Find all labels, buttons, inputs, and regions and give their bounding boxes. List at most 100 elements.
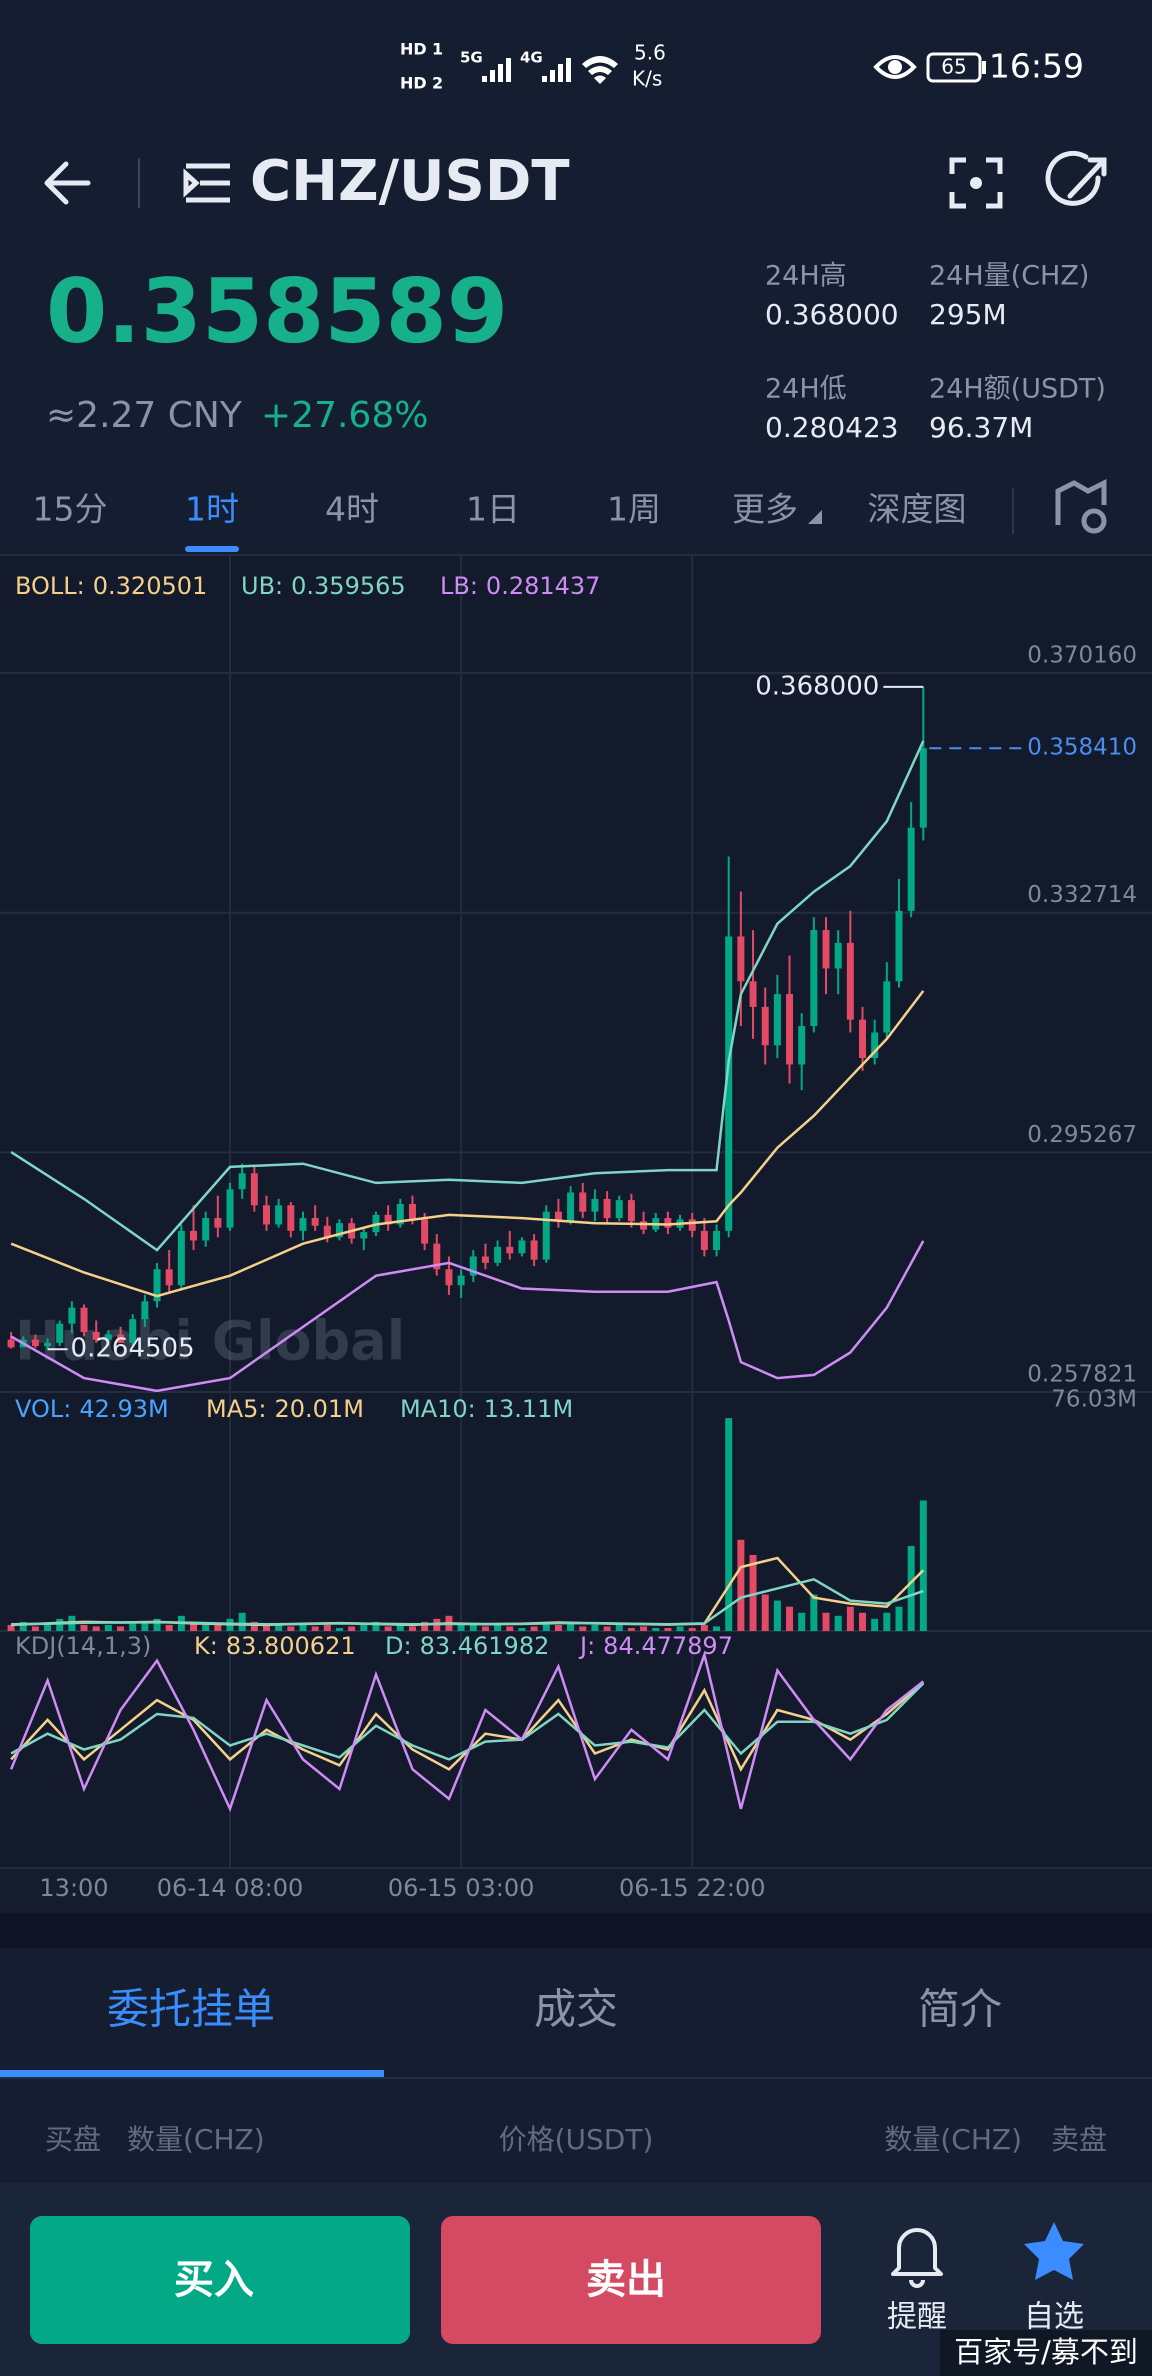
volume-bar [700, 1624, 708, 1631]
candle-body [603, 1198, 611, 1219]
interval-tab[interactable]: 深度图 [868, 490, 967, 529]
stat-value: 295M [929, 298, 1007, 331]
volume-bar [786, 1606, 794, 1631]
legend-value: 20.01M [274, 1395, 363, 1423]
last-price: 0.358589 [46, 260, 508, 363]
volume-bar [554, 1624, 562, 1631]
candle-body [542, 1211, 550, 1260]
legend-name: K: [194, 1632, 218, 1660]
candle-body [481, 1256, 489, 1263]
interval-tabs: 15分 1时 4时 1日 1周 更多 深度图 [33, 490, 967, 552]
bottom-tab[interactable]: 委托挂单 [107, 1985, 275, 2034]
candle-body [214, 1218, 222, 1228]
candle-body [129, 1319, 137, 1343]
battery-tip [982, 61, 986, 74]
axis-strip [0, 1868, 1152, 1913]
volume-bar [190, 1621, 198, 1631]
volume-bar [627, 1627, 635, 1631]
volume-bar [299, 1624, 307, 1631]
candle-body [591, 1198, 599, 1212]
interval-tab[interactable]: 1周 [607, 490, 661, 529]
sell-label: 卖出 [586, 2257, 666, 2303]
candle-body [871, 1032, 879, 1059]
bottom-tab[interactable]: 简介 [918, 1985, 1002, 2034]
legend-name: UB: [241, 572, 283, 600]
legend-name: KDJ(14,1,3) [15, 1632, 151, 1660]
indicator-line [10, 1682, 925, 1761]
x-tick-label: 06-15 22:00 [619, 1874, 766, 1902]
legend-name: J: [578, 1632, 595, 1660]
legend-value: 83.800621 [226, 1632, 356, 1660]
candle-body [384, 1214, 392, 1225]
high-marker-label: 0.368000 [755, 671, 879, 701]
buy-label: 买入 [174, 2257, 254, 2303]
favorite-button[interactable]: 自选 [1024, 2222, 1084, 2335]
status-bar: HD 1 HD 2 5G 4G 5.6 K/s 65 16:59 [400, 40, 1084, 93]
volume-bar [481, 1626, 489, 1631]
volume-bar [834, 1615, 842, 1631]
alert-button[interactable]: 提醒 [887, 2228, 947, 2335]
volume-bar [895, 1606, 903, 1631]
volume-bar [80, 1624, 88, 1631]
interval-tab[interactable]: 15分 [33, 490, 108, 529]
chart-settings-button[interactable] [1055, 478, 1107, 534]
y-tick-label: 0.332714 [1027, 882, 1137, 908]
candle-body [737, 936, 745, 982]
interval-tab[interactable]: 1日 [466, 490, 520, 529]
legend-value: 42.93M [79, 1395, 168, 1423]
stat-label: 24H低 [765, 374, 847, 405]
y-tick-label: 0.257821 [1027, 1362, 1137, 1388]
signal-icon [542, 58, 571, 82]
indicator-line [10, 740, 925, 1252]
candle-body [421, 1219, 429, 1244]
top-background [0, 0, 1152, 555]
interval-tab[interactable]: 4时 [325, 490, 379, 529]
candle-body [56, 1323, 64, 1343]
volume-bar [457, 1624, 465, 1631]
candle-body [202, 1218, 210, 1241]
bottom-tab[interactable]: 成交 [534, 1985, 618, 2034]
candle-body [883, 981, 891, 1033]
candle-body [530, 1240, 538, 1260]
volume-bar [56, 1618, 64, 1631]
volume-bar [202, 1624, 210, 1631]
interval-tab[interactable]: 1时 [185, 490, 239, 529]
price-change: +27.68% [261, 395, 428, 436]
candle-body [141, 1301, 149, 1320]
credit: 百家号/募不到 [954, 2335, 1138, 2369]
back-button[interactable] [44, 161, 91, 205]
legend-value: 13.11M [484, 1395, 573, 1423]
stat-value: 0.368000 [765, 298, 899, 331]
network-type: 4G [520, 49, 543, 67]
stat-value: 96.37M [929, 411, 1033, 444]
volume-bar [311, 1626, 319, 1631]
menu-button[interactable] [183, 163, 230, 203]
interval-tab[interactable]: 更多 [732, 490, 798, 529]
legend-name: MA10: [400, 1395, 476, 1423]
volume-bar [871, 1618, 879, 1631]
share-button[interactable] [1045, 150, 1107, 206]
volume-bar [335, 1627, 343, 1631]
volume-bar [384, 1626, 392, 1631]
screenshot-button[interactable] [949, 157, 1003, 209]
buy-button[interactable]: 买入 [30, 2216, 410, 2344]
candle-body [786, 994, 794, 1065]
bell-icon [891, 2228, 943, 2288]
volume-bar [263, 1624, 271, 1631]
volume-bar [214, 1623, 222, 1631]
legend-value: 0.359565 [291, 572, 406, 600]
x-tick-label: 13:00 [39, 1874, 108, 1902]
volume-bar [567, 1621, 575, 1631]
asks-label: 卖盘 [1051, 2123, 1107, 2156]
bottom-tabs: 委托挂单 成交 简介 [0, 1985, 1002, 2077]
candle-body [457, 1275, 465, 1286]
sell-button[interactable]: 卖出 [441, 2216, 821, 2344]
volume-bar [579, 1626, 587, 1631]
y-tick-label: 76.03M [1051, 1386, 1137, 1412]
legend-entry: UB: 0.359565 [241, 572, 406, 600]
orderbook-header: 买盘 数量(CHZ) 价格(USDT) 数量(CHZ) 卖盘 [45, 2123, 1107, 2156]
dropdown-caret [808, 510, 822, 524]
volume-bar [761, 1594, 769, 1631]
legend-entry: VOL: 42.93M [15, 1395, 169, 1423]
legend-name: VOL: [15, 1395, 71, 1423]
